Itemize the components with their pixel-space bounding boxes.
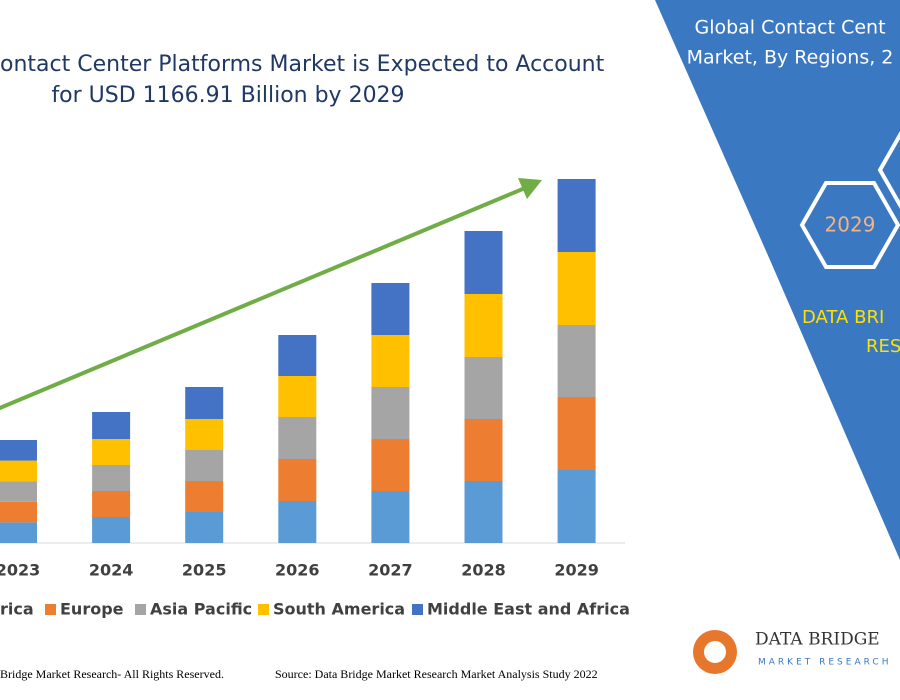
x-tick-label: 2028: [461, 561, 506, 580]
bar-segment: [464, 481, 503, 543]
chart-title: ontact Center Platforms Market is Expect…: [0, 52, 605, 77]
x-tick-label: 2029: [554, 561, 599, 580]
bar-segment: [371, 335, 410, 387]
x-tick-label: 2023: [0, 561, 40, 580]
bar-segment: [464, 294, 503, 357]
bar-segment: [0, 440, 37, 461]
bar-segment: [371, 439, 410, 491]
chart-title: for USD 1166.91 Billion by 2029: [51, 83, 404, 108]
bar-segment: [0, 501, 37, 523]
bar-segment: [278, 459, 317, 501]
bar-segment: [557, 252, 596, 325]
bar-segment: [371, 491, 410, 543]
bar-segment: [464, 419, 503, 481]
legend-swatch: [135, 604, 146, 615]
panel-brand: RES: [866, 336, 900, 357]
panel-title: Market, By Regions, 2: [687, 47, 894, 69]
panel-title: Global Contact Cent: [694, 17, 885, 39]
bar-segment: [557, 470, 596, 543]
trend-arrowhead: [518, 178, 542, 199]
x-tick-label: 2025: [182, 561, 227, 580]
bar-segment: [185, 512, 224, 543]
bar-segment: [278, 417, 317, 459]
bar-segment: [278, 376, 317, 417]
bar-segment: [185, 387, 224, 419]
bar-segment: [464, 357, 503, 419]
legend-swatch: [45, 604, 56, 615]
hexagon: [799, 181, 900, 269]
bar-segment: [92, 517, 131, 543]
bar-segment: [464, 231, 503, 294]
legend-label: South America: [273, 600, 405, 619]
bar-segment: [371, 387, 410, 439]
logo-name: DATA BRIDGE: [755, 630, 880, 650]
bar-segment: [92, 465, 131, 491]
footer-source: Source: Data Bridge Market Research Mark…: [275, 667, 598, 681]
x-tick-label: 2024: [89, 561, 134, 580]
hexagon: [877, 130, 900, 210]
bar-segment: [371, 283, 410, 335]
legend-label: rica: [0, 600, 34, 619]
logo-mark: [704, 641, 726, 663]
panel-brand: DATA BRI: [802, 307, 884, 328]
x-tick-label: 2026: [275, 561, 320, 580]
bar-segment: [185, 419, 224, 450]
logo: DATA BRIDGE MARKET RESEARCH: [693, 630, 891, 674]
bar-segment: [278, 335, 317, 376]
plot: 2023 2024 2025 2026 2027 2028 2029 rica Europe As…: [0, 178, 630, 619]
logo-tagline: MARKET RESEARCH: [758, 658, 891, 668]
legend-swatch: [258, 604, 269, 615]
bar-segment: [185, 450, 224, 481]
legend-label: Middle East and Africa: [427, 600, 630, 619]
bar-segment: [92, 412, 131, 439]
bar-segment: [0, 522, 37, 543]
side-panel: Global Contact Cent Market, By Regions, …: [655, 0, 900, 560]
legend-label: Asia Pacific: [150, 600, 252, 619]
bar-segment: [185, 481, 224, 512]
x-tick-label: 2027: [368, 561, 413, 580]
hexagon-label: 2029: [825, 213, 876, 237]
legend-label: Europe: [60, 600, 124, 619]
legend-swatch: [412, 604, 423, 615]
bar-segment: [278, 501, 317, 543]
bar-segment: [557, 179, 596, 252]
bar-segment: [557, 397, 596, 470]
footer-rights: Bridge Market Research- All Rights Reser…: [0, 667, 224, 681]
bar-segment: [92, 439, 131, 465]
bar-segment: [92, 491, 131, 517]
bar-segment: [0, 481, 37, 502]
panel-bg: [655, 0, 900, 560]
trend-arrow: [0, 186, 526, 411]
bar-segment: [0, 460, 37, 482]
bar-segment: [557, 325, 596, 397]
